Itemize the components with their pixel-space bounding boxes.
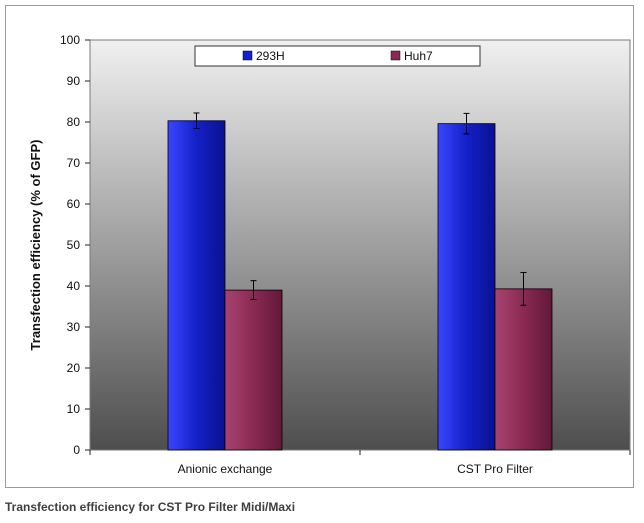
bar-Huh7 bbox=[494, 288, 553, 451]
y-tick-label: 0 bbox=[73, 443, 80, 457]
legend-swatch-Huh7 bbox=[390, 50, 401, 61]
y-tick-label: 100 bbox=[60, 33, 80, 47]
y-tick-label: 40 bbox=[67, 279, 81, 293]
x-category-label: CST Pro Filter bbox=[457, 462, 533, 476]
legend-label-293H: 293H bbox=[256, 49, 285, 63]
legend-label-Huh7: Huh7 bbox=[404, 49, 433, 63]
figure-caption: Transfection efficiency for CST Pro Filt… bbox=[5, 500, 296, 514]
y-tick-label: 90 bbox=[67, 74, 81, 88]
bars bbox=[167, 112, 553, 451]
legend-box bbox=[194, 45, 481, 67]
y-tick-label: 80 bbox=[67, 115, 81, 129]
y-axis: 0 10 20 30 40 50 60 70 80 90 100 bbox=[60, 33, 90, 457]
bar-chart: 0 10 20 30 40 50 60 70 80 90 100 Anionic exchange C… bbox=[28, 33, 631, 476]
y-tick-label: 70 bbox=[67, 156, 81, 170]
y-tick-label: 20 bbox=[67, 361, 81, 375]
y-tick-label: 50 bbox=[67, 238, 81, 252]
bar-293H bbox=[437, 123, 496, 451]
bar-Huh7 bbox=[224, 289, 283, 451]
legend: 293H Huh7 bbox=[194, 45, 481, 67]
y-tick-label: 10 bbox=[67, 402, 81, 416]
x-category-label: Anionic exchange bbox=[178, 462, 273, 476]
y-tick-label: 30 bbox=[67, 320, 81, 334]
legend-swatch-293H bbox=[242, 50, 253, 61]
bar-293H bbox=[167, 120, 226, 451]
y-tick-label: 60 bbox=[67, 197, 81, 211]
x-axis: Anionic exchange CST Pro Filter bbox=[89, 450, 631, 476]
y-axis-label: Transfection efficiency (% of GFP) bbox=[28, 140, 43, 351]
